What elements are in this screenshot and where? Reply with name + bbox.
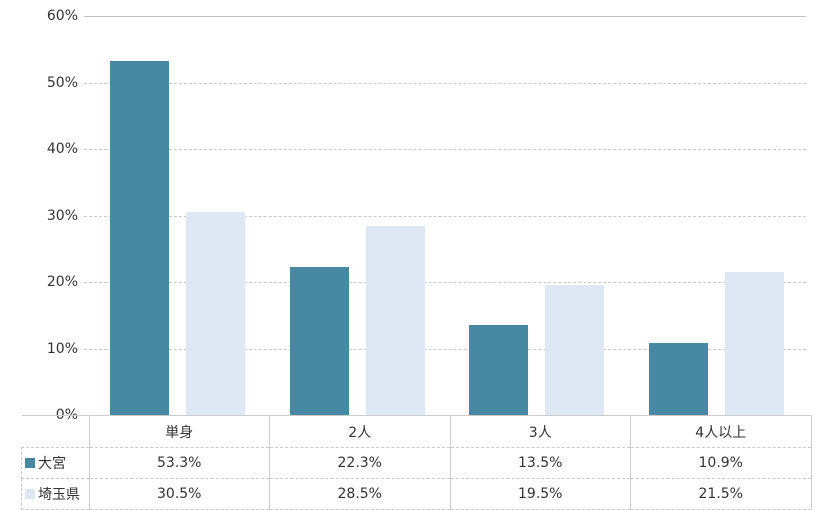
bar-大宮-2人 xyxy=(289,266,349,415)
value-cell: 21.5% xyxy=(630,478,812,510)
y-tick-label: 40% xyxy=(46,141,78,157)
legend-cell-埼玉県: 埼玉県 xyxy=(21,478,90,510)
y-tick-label: 10% xyxy=(46,340,78,357)
bar-大宮-4人以上 xyxy=(648,342,708,415)
category-header: 3人 xyxy=(449,415,631,448)
value-cell: 13.5% xyxy=(449,447,631,479)
legend-label: 大宮 xyxy=(38,456,66,472)
value-cell: 10.9% xyxy=(630,447,812,479)
table-corner xyxy=(21,415,89,448)
value-cell: 53.3% xyxy=(88,447,270,479)
value-cell: 28.5% xyxy=(269,478,451,510)
value-cell: 19.5% xyxy=(449,478,631,510)
bar-埼玉県-3人 xyxy=(545,285,605,415)
value-cell: 30.5% xyxy=(88,478,270,510)
category-header: 4人以上 xyxy=(630,415,812,448)
y-tick-label: 30% xyxy=(46,207,78,224)
legend-key-icon xyxy=(25,458,35,468)
legend-cell-大宮: 大宮 xyxy=(21,447,90,479)
bar-埼玉県-4人以上 xyxy=(724,272,784,415)
category-header: 2人 xyxy=(269,415,451,448)
bar-埼玉県-単身 xyxy=(186,212,246,415)
plot-area xyxy=(84,16,806,415)
gridline xyxy=(84,16,806,17)
gridline xyxy=(84,282,806,283)
legend-label: 埼玉県 xyxy=(38,487,80,503)
category-header: 単身 xyxy=(88,415,270,448)
bar-大宮-3人 xyxy=(469,325,529,415)
legend-key-icon xyxy=(25,489,35,499)
bar-大宮-単身 xyxy=(110,60,170,415)
data-table: 単身 2人 3人 4人以上大宮 53.3% 22.3% 13.5% 10.9% 埼玉県 30.5%… xyxy=(21,415,812,510)
y-tick-label: 60% xyxy=(46,8,78,24)
value-cell: 22.3% xyxy=(269,447,451,479)
bar-埼玉県-2人 xyxy=(365,225,425,415)
gridline xyxy=(84,348,806,350)
gridline xyxy=(84,215,806,217)
y-tick-label: 20% xyxy=(46,274,78,290)
y-tick-label: 50% xyxy=(46,74,78,91)
gridline xyxy=(84,82,806,84)
gridline xyxy=(84,149,806,150)
